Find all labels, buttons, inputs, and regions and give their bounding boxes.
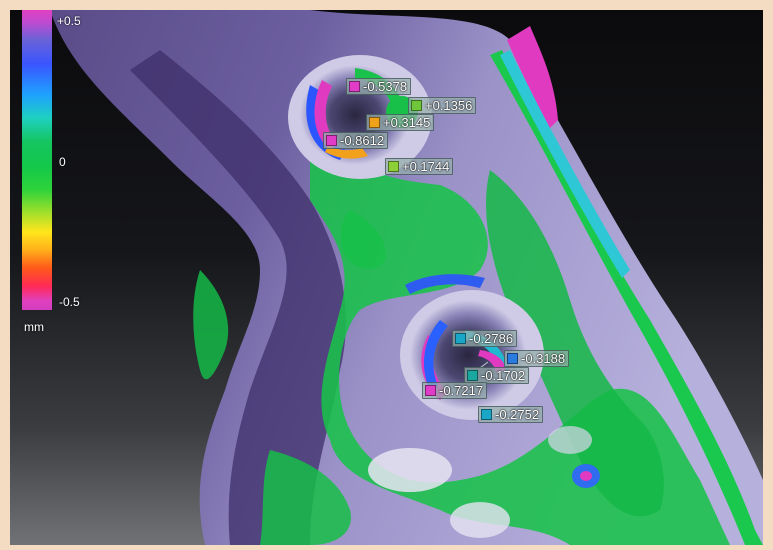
deviation-marker[interactable]: +0.3145 xyxy=(366,114,435,131)
marker-swatch xyxy=(349,81,360,92)
marker-value: +0.3145 xyxy=(383,115,431,130)
green-strip-right xyxy=(490,50,763,545)
marker-value: +0.1744 xyxy=(402,159,450,174)
deviation-marker[interactable]: -0.7217 xyxy=(422,382,488,399)
legend-mid-label: 0 xyxy=(59,155,66,169)
legend-max-label: +0.5 xyxy=(57,14,81,28)
white-highlight-c xyxy=(548,426,592,454)
green-patch-top xyxy=(340,210,386,270)
marker-value: -0.1702 xyxy=(481,368,526,383)
marker-value: -0.8612 xyxy=(340,133,385,148)
marker-swatch xyxy=(411,100,422,111)
marker-swatch xyxy=(369,117,380,128)
marker-value: -0.2752 xyxy=(495,407,540,422)
shadow-band xyxy=(130,50,346,545)
white-highlight-a xyxy=(368,448,452,492)
deviation-map-viewport[interactable]: +0.5 0 -0.5 mm -0.5378 +0.1356 +0.3145 -… xyxy=(10,10,763,545)
deviation-marker[interactable]: +0.1356 xyxy=(408,97,477,114)
lower-hole-blue-band xyxy=(405,274,485,294)
marker-swatch xyxy=(425,385,436,396)
cyan-strip-right xyxy=(500,50,630,278)
deviation-marker[interactable]: -0.8612 xyxy=(323,132,389,149)
legend-unit-label: mm xyxy=(24,320,44,334)
lower-hole-blue-ring xyxy=(424,320,448,390)
green-region-b xyxy=(486,170,664,517)
marker-value: -0.7217 xyxy=(439,383,484,398)
white-highlight-b xyxy=(450,502,510,538)
marker-swatch xyxy=(507,353,518,364)
legend-min-label: -0.5 xyxy=(59,295,80,309)
deviation-marker[interactable]: -0.2786 xyxy=(452,330,518,347)
marker-swatch xyxy=(388,161,399,172)
upper-hole-magenta-ring xyxy=(314,80,338,150)
marker-value: -0.3188 xyxy=(521,351,566,366)
deviation-marker[interactable]: -0.3188 xyxy=(504,350,570,367)
deviation-surface xyxy=(50,10,763,545)
green-patch-left xyxy=(193,270,229,380)
lower-hole-magenta-patch xyxy=(478,350,506,372)
marker-value: +0.1356 xyxy=(425,98,473,113)
marker-value: -0.5378 xyxy=(363,79,408,94)
marker-swatch xyxy=(326,135,337,146)
marker-swatch xyxy=(467,370,478,381)
marker-swatch xyxy=(481,409,492,420)
color-scale-bar xyxy=(22,10,52,310)
upper-hole-orange-patch xyxy=(325,146,368,159)
marker-value: -0.2786 xyxy=(469,331,514,346)
magenta-edge xyxy=(507,26,558,128)
deviation-marker[interactable]: -0.2752 xyxy=(478,406,544,423)
deviation-marker[interactable]: -0.5378 xyxy=(346,78,412,95)
green-patch-bottom xyxy=(260,450,351,545)
deviation-marker[interactable]: +0.1744 xyxy=(385,158,454,175)
small-deviation-spot-core xyxy=(580,471,592,481)
deviation-marker[interactable]: -0.1702 xyxy=(464,367,530,384)
marker-swatch xyxy=(455,333,466,344)
